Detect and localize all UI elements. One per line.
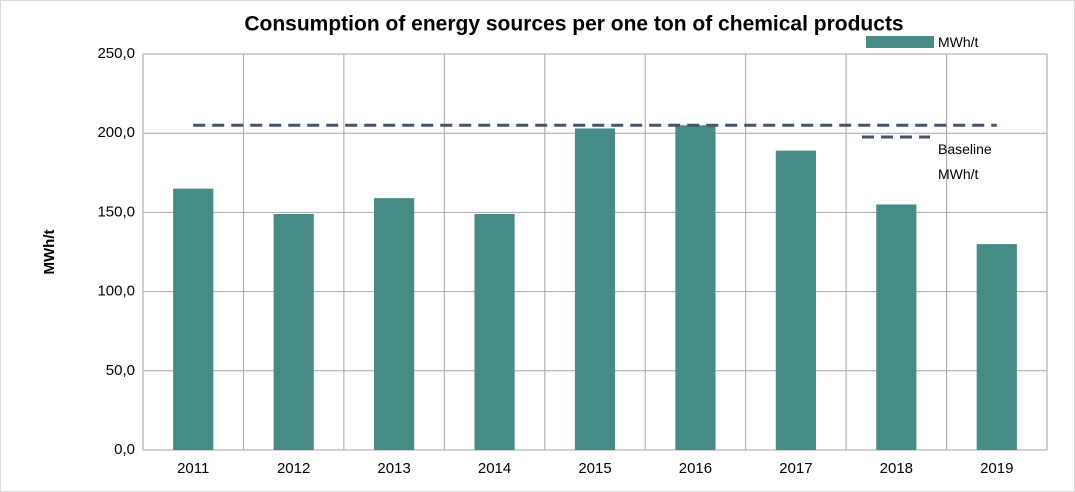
y-tick-label: 100,0 xyxy=(97,283,135,300)
x-tick-label: 2011 xyxy=(177,460,209,477)
legend-entry: MWh/t xyxy=(938,34,979,50)
legend-swatch xyxy=(866,36,934,48)
y-tick-label: 150,0 xyxy=(97,203,135,220)
bar xyxy=(574,128,616,450)
x-tick-label: 2016 xyxy=(679,460,712,477)
bar xyxy=(976,244,1017,450)
x-tick-label: 2019 xyxy=(980,460,1013,477)
bar xyxy=(876,204,917,450)
bar xyxy=(173,188,214,450)
x-tick-label: 2017 xyxy=(779,460,812,477)
x-tick-label: 2014 xyxy=(478,460,511,477)
x-tick-label: 2015 xyxy=(578,460,611,477)
y-tick-label: 250,0 xyxy=(97,45,135,62)
legend-label: Baseline MWh/t xyxy=(938,141,992,182)
legend-label: MWh/t xyxy=(938,34,979,50)
bar xyxy=(374,198,415,450)
y-tick-label: 200,0 xyxy=(97,124,135,141)
bar xyxy=(474,213,515,450)
bar xyxy=(675,125,716,450)
y-axis-label: MWh/t xyxy=(41,230,58,275)
y-tick-label: 50,0 xyxy=(106,362,135,379)
x-tick-label: 2013 xyxy=(377,460,410,477)
bar xyxy=(775,150,816,450)
y-tick-label: 0,0 xyxy=(114,441,135,458)
x-tick-label: 2012 xyxy=(277,460,310,477)
bar xyxy=(273,213,314,450)
chart-title: Consumption of energy sources per one to… xyxy=(244,13,903,36)
legend-entry: Baseline MWh/t xyxy=(938,141,992,182)
x-tick-label: 2018 xyxy=(880,460,913,477)
